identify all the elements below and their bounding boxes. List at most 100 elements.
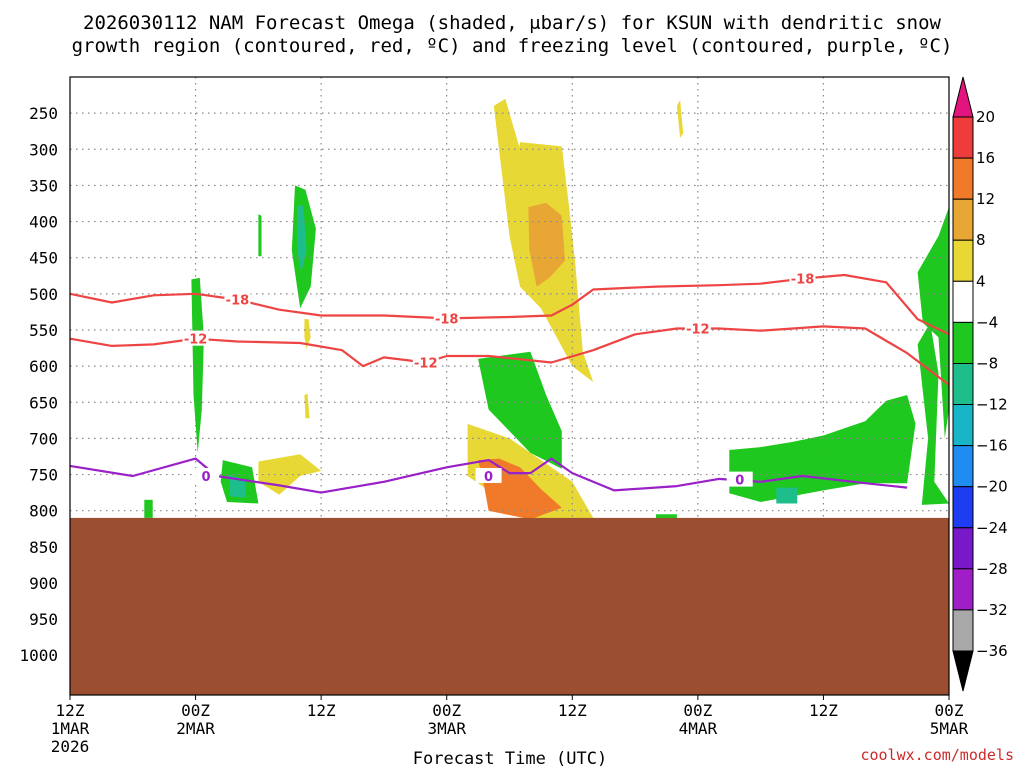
colorbar-top-arrow <box>952 76 974 118</box>
colorbar-swatch-8 <box>952 445 974 488</box>
site-credit: coolwx.com/models <box>860 746 1014 764</box>
colorbar-label-11: −28 <box>976 560 1008 578</box>
contour-label-m18-0: -18 <box>226 294 250 309</box>
contour-line-m12 <box>69 325 950 386</box>
x-tick-label-top-5: 00Z <box>683 701 712 720</box>
x-tick-label-mid-7: 5MAR <box>930 719 969 738</box>
contour-label-m12-2: -12 <box>686 323 710 338</box>
colorbar-swatch-3 <box>952 239 974 282</box>
colorbar-label-10: −24 <box>976 519 1008 537</box>
omega-region-19 <box>917 207 949 439</box>
x-tick-label-top-3: 00Z <box>432 701 461 720</box>
y-tick-label-950: 950 <box>29 610 58 629</box>
x-tick-label-mid-3: 3MAR <box>427 719 466 738</box>
colorbar-swatch-7 <box>952 404 974 447</box>
omega-region-13 <box>297 205 307 273</box>
ground-below-surface <box>70 517 949 695</box>
y-tick-label-350: 350 <box>29 176 58 195</box>
x-tick-label-bot-0: 2026 <box>51 737 90 756</box>
colorbar-swatch-6 <box>952 363 974 406</box>
colorbar-swatch-5 <box>952 321 974 364</box>
y-tick-label-550: 550 <box>29 321 58 340</box>
omega-colorbar: 20 16 12 8 4 −4 −8 −12 −16 −20 −24 −28 −32 −36 <box>952 76 1008 692</box>
x-tick-label-mid-1: 2MAR <box>176 719 215 738</box>
omega-region-5 <box>304 393 310 419</box>
colorbar-bottom-arrow <box>952 650 974 692</box>
contour-line-zero <box>69 457 908 494</box>
contour-label-bg-zero-0 <box>193 467 220 483</box>
y-tick-label-450: 450 <box>29 249 58 268</box>
contour-label-bg-m12-1 <box>412 354 439 370</box>
y-tick-label-650: 650 <box>29 393 58 412</box>
colorbar-swatch-9 <box>952 486 974 529</box>
x-tick-label-top-2: 12Z <box>307 701 336 720</box>
chart-title-line-2: growth region (contoured, red, ºC) and f… <box>72 35 953 57</box>
x-tick-label-mid-5: 4MAR <box>679 719 718 738</box>
y-tick-label-400: 400 <box>29 213 58 232</box>
contour-label-zero-2: 0 <box>735 474 744 489</box>
plot-frame <box>69 76 950 696</box>
contour-label-bg-zero-2 <box>726 471 753 487</box>
contour-label-bg-m18-2 <box>789 270 816 286</box>
contour-label-m12-1: -12 <box>414 357 438 372</box>
colorbar-label-4: 4 <box>976 272 986 290</box>
colorbar-label-8: −16 <box>976 437 1008 455</box>
colorbar-swatch-2 <box>952 198 974 241</box>
omega-region-17 <box>729 395 916 502</box>
omega-region-4 <box>304 319 311 349</box>
colorbar-label-12: −32 <box>976 601 1008 619</box>
colorbar-swatch-4 <box>952 280 974 323</box>
y-tick-label-250: 250 <box>29 104 58 123</box>
omega-region-2 <box>528 202 565 287</box>
omega-region-18 <box>776 487 798 504</box>
colorbar-label-13: −36 <box>976 642 1008 660</box>
y-tick-label-800: 800 <box>29 502 58 521</box>
x-tick-label-top-7: 00Z <box>935 701 964 720</box>
colorbar-label-6: −8 <box>976 355 998 373</box>
colorbar-swatch-0 <box>952 116 974 159</box>
omega-shading <box>144 98 949 520</box>
contour-label-m18-2: -18 <box>791 273 815 288</box>
contour-label-zero-0: 0 <box>202 470 211 485</box>
x-tick-label-top-1: 00Z <box>181 701 210 720</box>
y-tick-label-900: 900 <box>29 574 58 593</box>
y-tick-label-300: 300 <box>29 140 58 159</box>
colorbar-label-9: −20 <box>976 478 1008 496</box>
y-axis-pressure-ticks: 250 300 350 400 450 500 550 600 650 700 750 800 850 9… <box>19 104 58 665</box>
x-tick-label-top-0: 12Z <box>56 701 85 720</box>
contour-label-zero-1: 0 <box>484 470 493 485</box>
y-tick-label-700: 700 <box>29 429 58 448</box>
colorbar-swatch-10 <box>952 527 974 570</box>
colorbar-label-5: −4 <box>976 313 998 331</box>
omega-region-16 <box>478 351 562 469</box>
x-axis-label: Forecast Time (UTC) <box>413 749 607 768</box>
contour-label-bg-m18-1 <box>433 310 460 326</box>
contour-line-m18 <box>69 273 950 336</box>
contour-label-bg-zero-1 <box>475 467 502 483</box>
contour-label-bg-m18-0 <box>224 291 251 307</box>
contour-label-bg-m12-0 <box>182 330 209 346</box>
plot-area: -18 -18 -18 -12 -12 -12 0 0 0 <box>69 76 950 696</box>
colorbar-swatch-1 <box>952 157 974 200</box>
colorbar-label-7: −12 <box>976 396 1008 414</box>
y-tick-label-850: 850 <box>29 538 58 557</box>
omega-region-14 <box>258 214 262 257</box>
colorbar-swatch-11 <box>952 568 974 611</box>
chart-title-line-1: 2026030112 NAM Forecast Omega (shaded, μ… <box>83 12 941 34</box>
x-tick-label-top-6: 12Z <box>809 701 838 720</box>
x-tick-label-mid-0: 1MAR <box>51 719 90 738</box>
contour-label-m18-1: -18 <box>435 312 459 327</box>
y-tick-label-500: 500 <box>29 285 58 304</box>
y-tick-label-750: 750 <box>29 466 58 485</box>
omega-region-3 <box>676 100 684 138</box>
contour-lines: -18 -18 -18 -12 -12 -12 0 0 0 <box>69 270 950 494</box>
omega-region-15 <box>144 499 153 518</box>
colorbar-label-2: 12 <box>976 190 995 208</box>
colorbar-swatch-12 <box>952 609 974 652</box>
y-tick-label-600: 600 <box>29 357 58 376</box>
contour-label-m12-0: -12 <box>184 333 208 348</box>
x-tick-label-top-4: 12Z <box>558 701 587 720</box>
colorbar-label-0: 20 <box>976 108 995 126</box>
